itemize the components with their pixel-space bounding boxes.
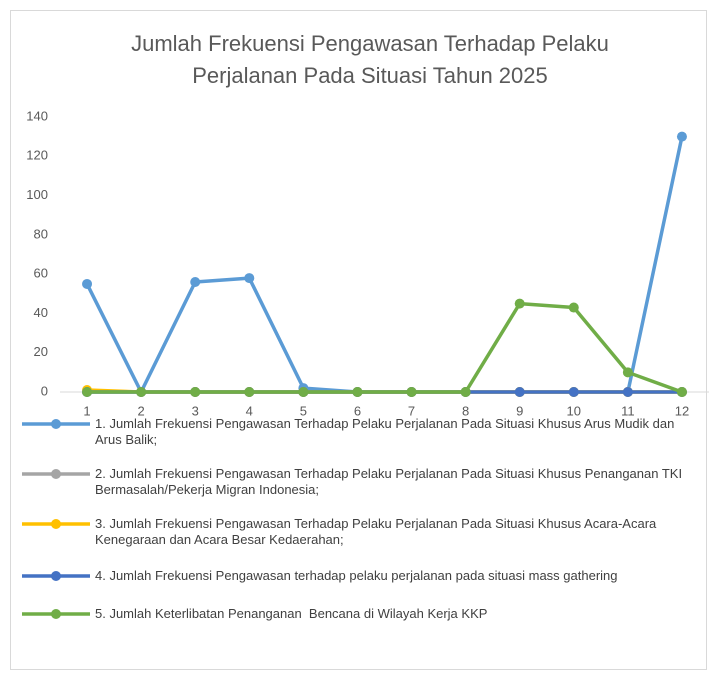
y-tick-label: 60 — [34, 266, 48, 281]
point — [298, 387, 309, 397]
x-tick-label: 7 — [408, 403, 415, 418]
legend-entry: 2. Jumlah Frekuensi Pengawasan Terhadap … — [95, 466, 686, 497]
chart-frame — [10, 10, 707, 670]
x-tick-label: 5 — [300, 403, 307, 418]
x-tick-label: 1 — [83, 403, 90, 418]
legend-entry: 4. Jumlah Frekuensi Pengawasan terhadap … — [95, 568, 618, 583]
x-tick-label: 8 — [462, 403, 469, 418]
point — [406, 387, 417, 397]
legend-marker — [51, 419, 61, 429]
x-tick-label: 6 — [354, 403, 361, 418]
legend-marker — [51, 519, 61, 529]
point — [244, 387, 255, 397]
y-tick-label: 20 — [34, 344, 48, 359]
y-tick-label: 40 — [34, 305, 48, 320]
point — [82, 387, 93, 397]
x-tick-label: 9 — [516, 403, 523, 418]
point — [352, 387, 363, 397]
y-tick-label: 140 — [26, 108, 48, 123]
point — [244, 273, 255, 284]
point — [568, 302, 579, 313]
series-line — [85, 136, 684, 394]
point — [460, 387, 471, 397]
point — [676, 131, 687, 142]
point — [514, 387, 525, 397]
chart-title: Perjalanan Pada Situasi Tahun 2025 — [192, 63, 548, 88]
point — [676, 387, 687, 397]
point — [190, 387, 201, 397]
x-tick-label: 11 — [621, 403, 635, 418]
point — [82, 278, 93, 289]
point — [190, 277, 201, 287]
x-tick-label: 2 — [138, 403, 145, 418]
x-tick-label: 10 — [567, 403, 581, 418]
point — [622, 367, 633, 378]
x-tick-label: 3 — [192, 403, 199, 418]
y-tick-label: 100 — [26, 187, 48, 202]
legend-entry: 5. Jumlah Keterlibatan Penanganan Bencan… — [95, 606, 488, 621]
x-tick-label: 12 — [675, 403, 689, 418]
legend-entry: 3. Jumlah Frekuensi Pengawasan Terhadap … — [95, 516, 660, 547]
y-tick-label: 0 — [41, 383, 48, 398]
legend-marker — [51, 571, 61, 581]
point — [136, 387, 147, 397]
x-tick-label: 4 — [246, 403, 253, 418]
y-tick-label: 120 — [26, 148, 48, 163]
series-line — [87, 301, 683, 394]
y-tick-label: 80 — [34, 226, 48, 241]
chart-title: Jumlah Frekuensi Pengawasan Terhadap Pel… — [131, 31, 609, 56]
legend-entry: 1. Jumlah Frekuensi Pengawasan Terhadap … — [95, 416, 678, 447]
point — [568, 387, 579, 397]
legend-marker — [51, 609, 61, 619]
point — [514, 298, 525, 309]
legend-marker — [51, 469, 61, 479]
point — [622, 387, 633, 397]
